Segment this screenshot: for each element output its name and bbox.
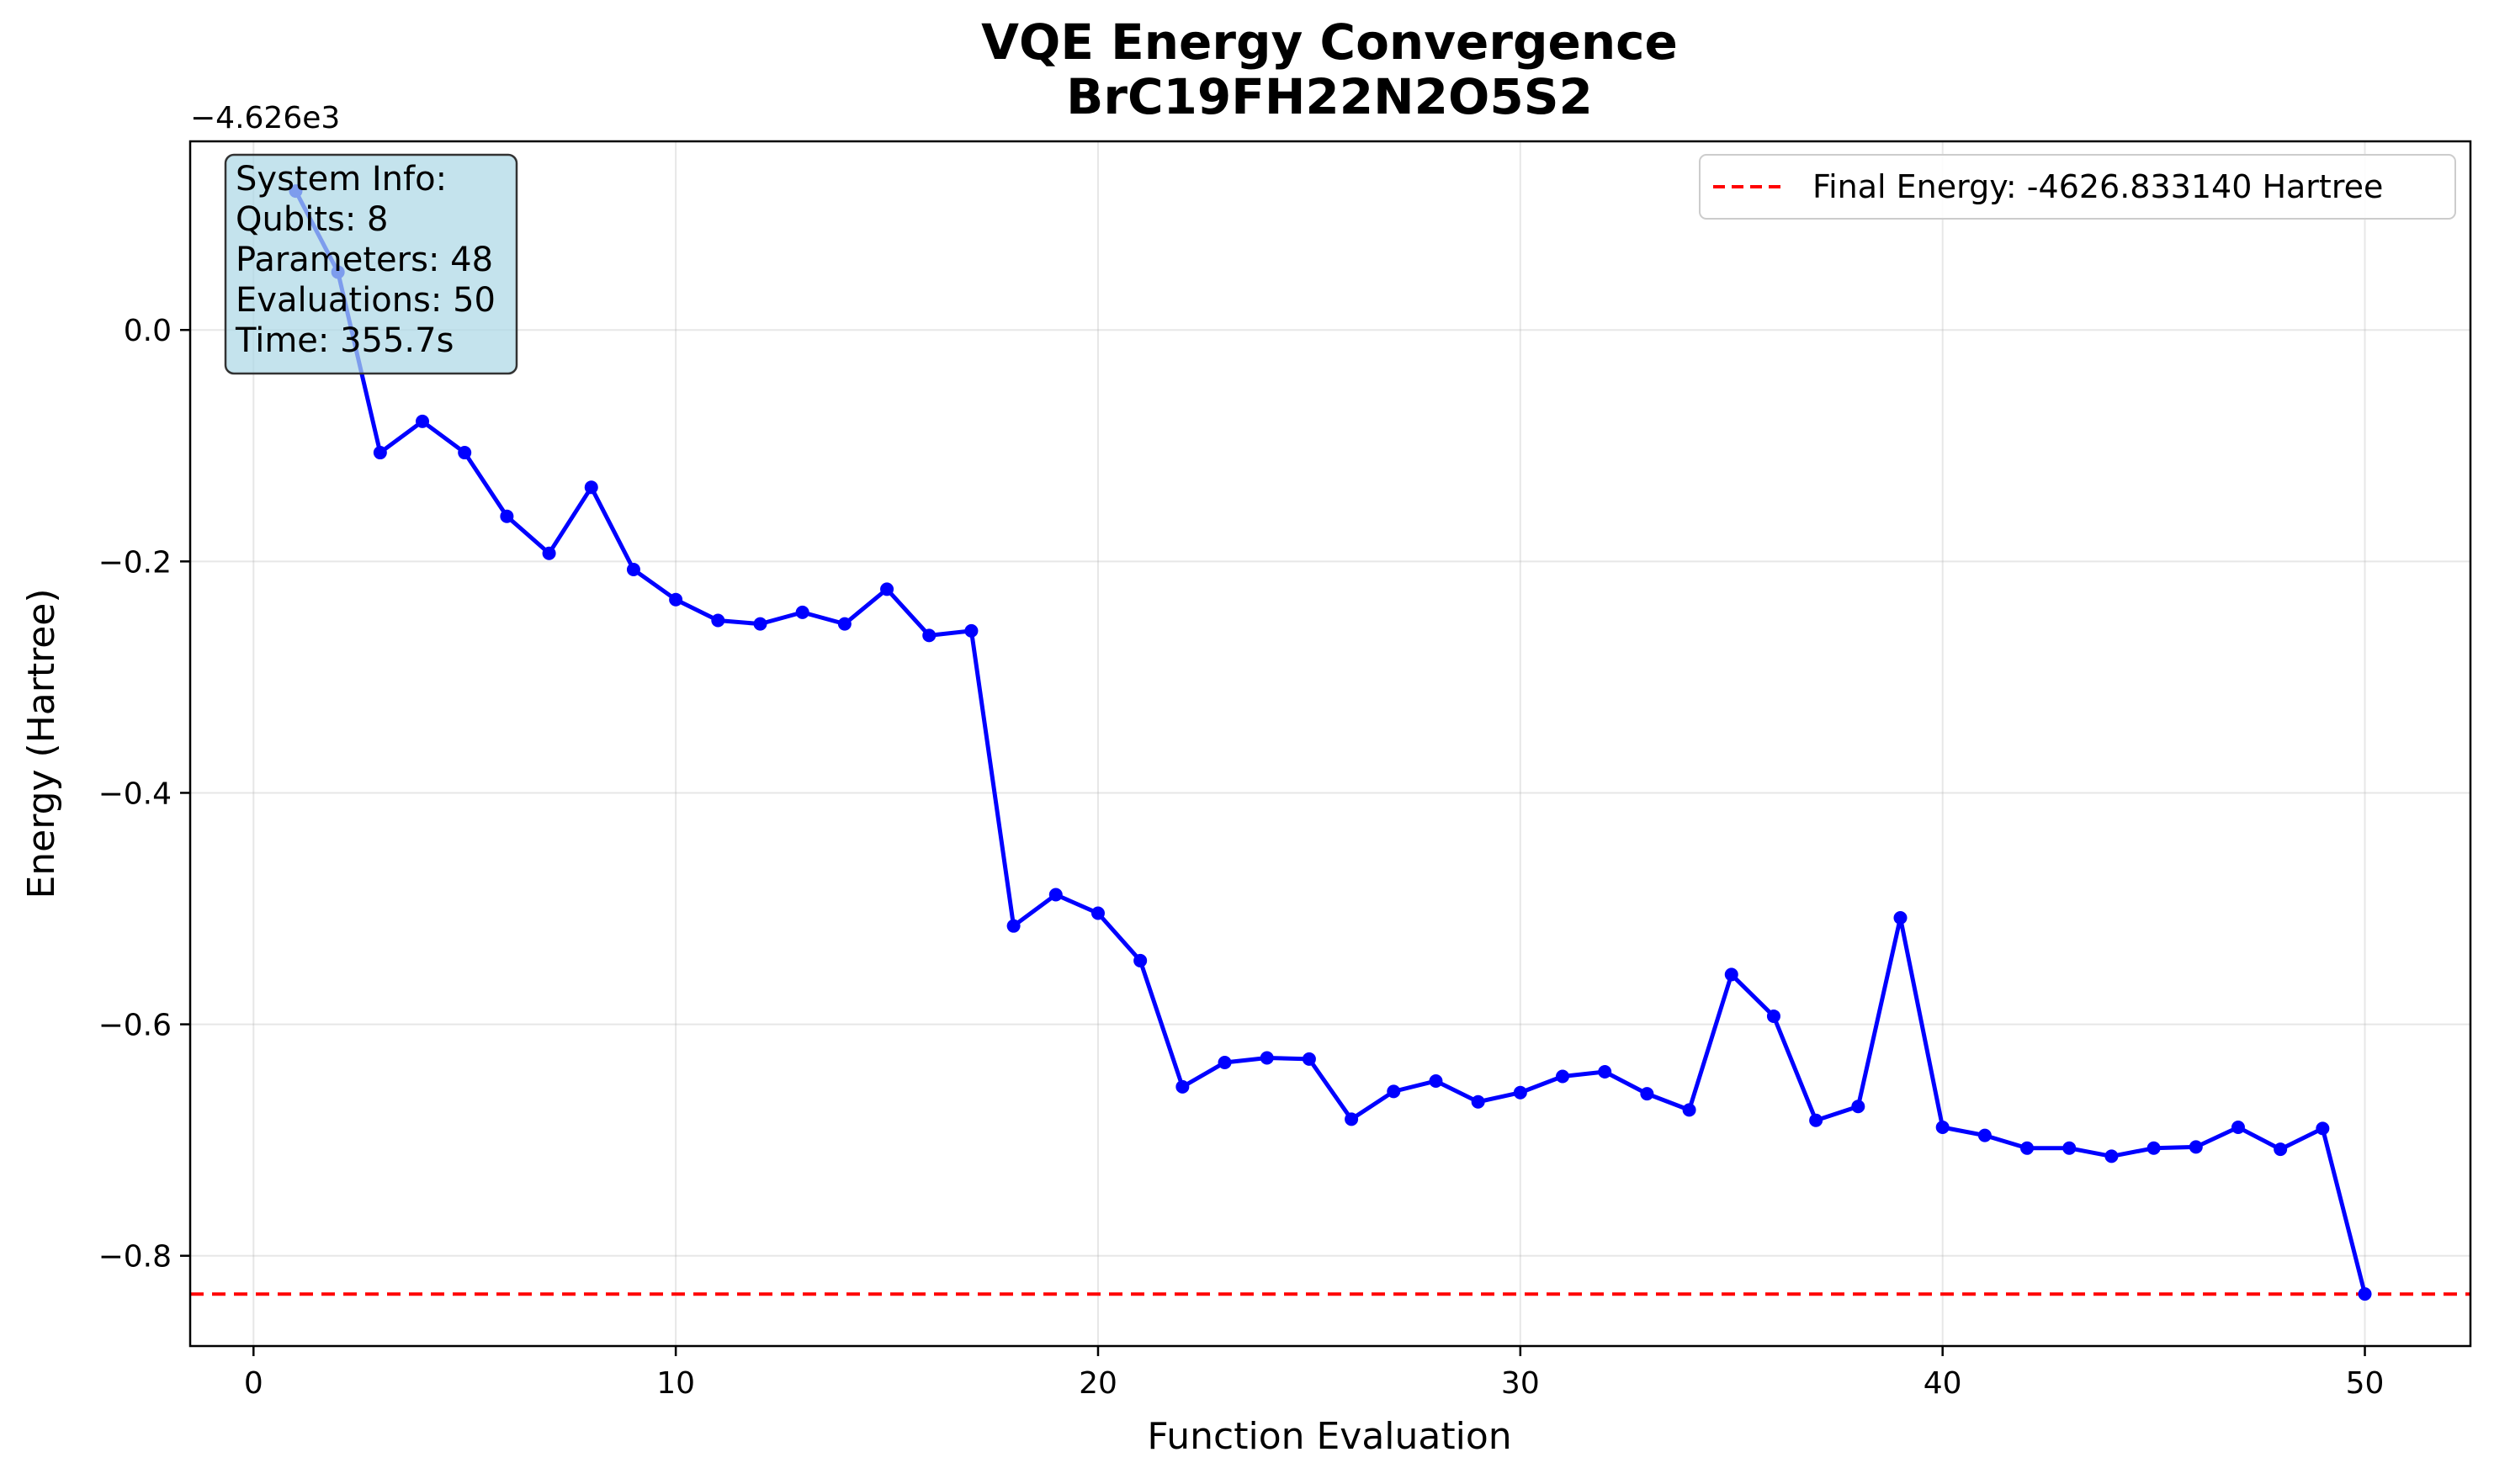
energy-data-point [1724, 967, 1738, 982]
y-axis-label: Energy (Hartree) [20, 588, 63, 898]
y-tick-label: −0.8 [98, 1240, 172, 1275]
energy-data-point [669, 592, 683, 607]
y-offset-label: −4.626e3 [190, 101, 340, 135]
energy-data-point [2104, 1149, 2119, 1163]
energy-data-point [964, 623, 979, 638]
energy-data-point [1598, 1064, 1612, 1079]
energy-data-point [416, 414, 430, 428]
info-line-time: Time: 355.7s [235, 321, 454, 360]
grid-lines [190, 141, 2470, 1346]
legend-entry-final-energy: Final Energy: -4626.833140 Hartree [1812, 168, 2383, 205]
energy-data-point [1556, 1069, 1570, 1084]
energy-data-point [1893, 911, 1908, 925]
energy-data-point [1133, 953, 1148, 967]
energy-data-point [1048, 888, 1063, 902]
energy-data-point [458, 446, 472, 460]
y-tick-label: −0.2 [98, 545, 172, 580]
energy-data-point [1935, 1121, 1950, 1135]
energy-data-point [1387, 1084, 1401, 1099]
energy-data-point [1977, 1128, 1992, 1142]
x-tick-label: 40 [1924, 1366, 1962, 1401]
energy-data-point [1682, 1103, 1696, 1117]
info-line-evaluations: Evaluations: 50 [236, 281, 496, 320]
energy-data-point [542, 546, 556, 560]
energy-series-line [294, 189, 2367, 1295]
energy-data-point [1006, 919, 1021, 933]
energy-data-point [1809, 1113, 1823, 1127]
energy-data-point [500, 509, 514, 523]
y-tick-label: −0.4 [98, 776, 172, 811]
info-box-background [224, 153, 518, 375]
energy-data-point [1513, 1085, 1527, 1100]
x-tick-label: 10 [656, 1366, 695, 1401]
energy-data-point [1175, 1079, 1190, 1094]
energy-data-point [2062, 1141, 2077, 1155]
energy-data-point [1851, 1100, 1865, 1114]
energy-data-point [1090, 906, 1105, 920]
info-line-qubits: Qubits: 8 [236, 200, 389, 239]
energy-data-point [1302, 1052, 1316, 1066]
energy-data-point [1218, 1055, 1232, 1069]
chart-subtitle: BrC19FH22N2O5S2 [1066, 68, 1593, 125]
energy-data-point [711, 613, 725, 628]
energy-data-point [880, 582, 894, 596]
chart-title: VQE Energy Convergence [981, 13, 1678, 71]
energy-data-point [2231, 1121, 2245, 1135]
energy-data-point [837, 617, 852, 631]
x-tick-label: 50 [2346, 1366, 2385, 1401]
energy-data-point [753, 617, 767, 631]
info-box: System Info: Qubits: 8 Parameters: 48 Ev… [224, 153, 518, 375]
x-tick-label: 20 [1079, 1366, 1117, 1401]
energy-data-point [2358, 1287, 2372, 1301]
x-tick-label: 30 [1501, 1366, 1540, 1401]
y-tick-label: 0.0 [124, 314, 172, 348]
series-group [289, 184, 2372, 1301]
energy-data-point [2146, 1141, 2161, 1155]
energy-data-point [2316, 1121, 2330, 1136]
energy-data-point [626, 562, 640, 576]
energy-data-point [1260, 1051, 1274, 1065]
energy-data-point [922, 628, 937, 643]
info-line-title: System Info: [236, 160, 447, 199]
legend: Final Energy: -4626.833140 Hartree [1699, 154, 2456, 220]
energy-data-point [373, 446, 387, 460]
energy-data-point [1766, 1009, 1780, 1023]
energy-data-point [2020, 1141, 2035, 1155]
energy-data-point [2189, 1140, 2203, 1154]
axis-ticks: 0 10 20 30 40 50 0.0 −0.2 −0.4 −0.6 −0.8 [98, 314, 2385, 1401]
energy-data-point [1345, 1112, 1359, 1126]
energy-data-point [1640, 1087, 1654, 1101]
x-tick-label: 0 [244, 1366, 263, 1401]
y-tick-label: −0.6 [98, 1009, 172, 1043]
energy-data-point [584, 480, 598, 495]
info-line-parameters: Parameters: 48 [236, 241, 493, 279]
legend-frame [1699, 154, 2456, 220]
energy-data-point [2274, 1142, 2288, 1157]
x-axis-label: Function Evaluation [1147, 1415, 1511, 1458]
plot-frame [188, 140, 2472, 1348]
energy-data-point [1429, 1073, 1443, 1088]
energy-data-point [1471, 1094, 1485, 1109]
energy-data-point [795, 605, 809, 619]
